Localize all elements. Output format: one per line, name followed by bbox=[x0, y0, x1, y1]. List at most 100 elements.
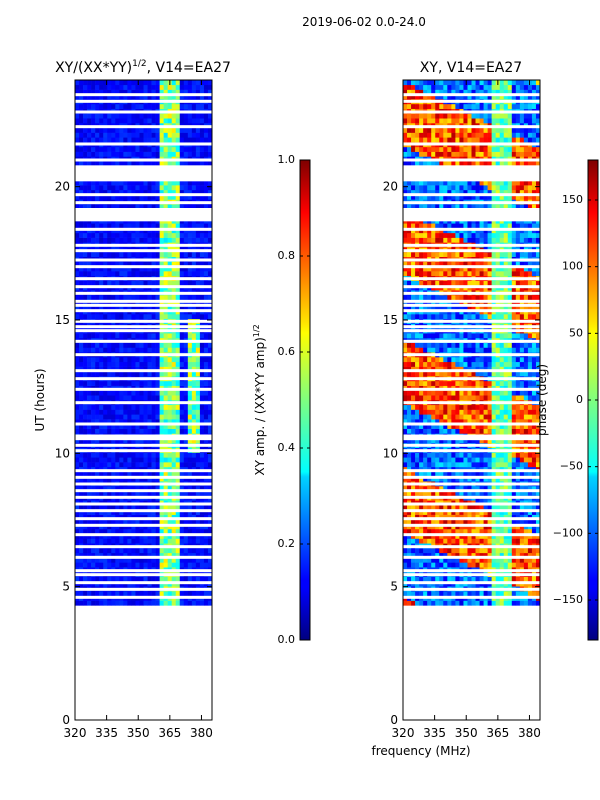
amplitude-heatmap-cell bbox=[107, 294, 112, 300]
amplitude-heatmap-cell bbox=[183, 557, 189, 563]
amplitude-heatmap-cell bbox=[127, 261, 132, 267]
amplitude-heatmap-cell bbox=[159, 194, 164, 200]
amplitude-flagged-gap bbox=[75, 377, 212, 381]
amplitude-heatmap-cell bbox=[171, 485, 177, 492]
amplitude-heatmap-cell bbox=[115, 462, 120, 468]
phase-heatmap-cell bbox=[475, 576, 480, 582]
amplitude-heatmap-cell bbox=[183, 314, 189, 320]
amplitude-heatmap-cell bbox=[111, 600, 116, 606]
amplitude-heatmap-cell bbox=[103, 237, 108, 243]
phase-heatmap-cell bbox=[495, 528, 501, 534]
phase-heatmap-cell bbox=[415, 562, 420, 568]
phase-heatmap-cell bbox=[447, 519, 452, 525]
amplitude-heatmap-cell bbox=[103, 414, 108, 420]
amplitude-heatmap-cell bbox=[195, 366, 201, 372]
amplitude-heatmap-cell bbox=[207, 404, 212, 410]
amplitude-heatmap-cell bbox=[207, 462, 212, 468]
amplitude-heatmap-cell bbox=[187, 409, 193, 415]
amplitude-heatmap bbox=[75, 80, 212, 606]
amplitude-heatmap-cell bbox=[107, 333, 112, 339]
amplitude-heatmap-cell bbox=[139, 103, 144, 109]
amplitude-heatmap-cell bbox=[195, 471, 201, 477]
amplitude-heatmap-cell bbox=[191, 103, 197, 109]
amplitude-heatmap-cell bbox=[207, 237, 212, 243]
amplitude-heatmap-cell bbox=[187, 419, 193, 425]
amplitude-heatmap-cell bbox=[107, 137, 112, 143]
phase-heatmap-cell bbox=[415, 519, 420, 525]
amplitude-heatmap-cell bbox=[79, 146, 84, 152]
amplitude-heatmap-cell bbox=[191, 423, 197, 429]
phase-heatmap-cell bbox=[411, 490, 416, 496]
phase-heatmap-cell bbox=[419, 519, 424, 525]
amplitude-heatmap-cell bbox=[143, 490, 148, 496]
phase-heatmap-cell bbox=[515, 591, 521, 597]
amplitude-heatmap-cell bbox=[99, 261, 104, 267]
amplitude-heatmap-cell bbox=[75, 261, 80, 267]
amplitude-heatmap-cell bbox=[139, 428, 144, 434]
phase-heatmap-cell bbox=[491, 562, 496, 568]
amplitude-heatmap-cell bbox=[91, 251, 96, 258]
amplitude-heatmap-cell bbox=[127, 361, 132, 367]
amplitude-heatmap-cell bbox=[199, 146, 205, 152]
amplitude-heatmap-cell bbox=[139, 294, 144, 300]
phase-heatmap-cell bbox=[523, 462, 529, 468]
amplitude-heatmap-cell bbox=[179, 189, 185, 195]
amplitude-heatmap-cell bbox=[91, 414, 96, 420]
phase-heatmap-cell bbox=[463, 519, 468, 525]
amplitude-heatmap-cell bbox=[131, 505, 136, 511]
amplitude-heatmap-cell bbox=[179, 271, 185, 277]
phase-heatmap-cell bbox=[431, 509, 436, 515]
amplitude-heatmap-cell bbox=[147, 251, 152, 258]
amplitude-heatmap-cell bbox=[87, 314, 92, 320]
amplitude-heatmap-cell bbox=[115, 576, 120, 582]
amplitude-heatmap-cell bbox=[135, 271, 140, 277]
phase-heatmap-cell bbox=[467, 509, 472, 515]
amplitude-heatmap-cell bbox=[159, 84, 164, 90]
amplitude-heatmap-cell bbox=[159, 471, 164, 477]
amplitude-heatmap-cell bbox=[147, 471, 152, 477]
amplitude-heatmap-cell bbox=[191, 194, 197, 200]
phase-heatmap-cell bbox=[415, 548, 420, 554]
phase-heatmap-cell bbox=[487, 509, 492, 515]
amplitude-heatmap-cell bbox=[95, 438, 100, 444]
amplitude-heatmap-cell bbox=[199, 519, 205, 525]
amplitude-heatmap-cell bbox=[207, 552, 212, 558]
amplitude-heatmap-cell bbox=[203, 576, 209, 582]
amplitude-heatmap-cell bbox=[103, 271, 108, 277]
amplitude-heatmap-cell bbox=[111, 528, 116, 534]
amplitude-heatmap-cell bbox=[175, 600, 181, 606]
amplitude-heatmap-cell bbox=[115, 423, 120, 429]
amplitude-heatmap-cell bbox=[203, 361, 209, 367]
amplitude-heatmap-cell bbox=[207, 557, 212, 563]
amplitude-flagged-gap bbox=[75, 285, 212, 289]
amplitude-heatmap-cell bbox=[175, 438, 181, 444]
amplitude-heatmap-cell bbox=[115, 490, 120, 496]
amplitude-heatmap-cell bbox=[175, 395, 181, 401]
phase-heatmap-cell bbox=[491, 505, 496, 511]
amplitude-heatmap-cell bbox=[119, 462, 124, 468]
amplitude-heatmap-cell bbox=[167, 89, 173, 95]
phase-heatmap-cell bbox=[483, 457, 488, 463]
amplitude-heatmap-cell bbox=[131, 390, 136, 396]
amplitude-heatmap-cell bbox=[143, 132, 148, 138]
phase-heatmap-cell bbox=[435, 509, 440, 515]
amplitude-heatmap-cell bbox=[83, 185, 88, 191]
amplitude-heatmap-cell bbox=[163, 251, 168, 258]
amplitude-heatmap-cell bbox=[183, 94, 189, 100]
amplitude-heatmap-cell bbox=[91, 471, 96, 477]
amplitude-heatmap-cell bbox=[163, 366, 168, 372]
amplitude-heatmap-cell bbox=[79, 509, 84, 515]
amplitude-heatmap-cell bbox=[171, 185, 177, 191]
phase-heatmap-cell bbox=[483, 538, 488, 544]
amplitude-heatmap-cell bbox=[139, 476, 144, 482]
phase-heatmap-cell bbox=[535, 505, 540, 511]
amplitude-heatmap-cell bbox=[107, 438, 112, 444]
amplitude-heatmap-cell bbox=[203, 423, 209, 429]
amplitude-heatmap-cell bbox=[179, 462, 185, 468]
amplitude-heatmap-cell bbox=[191, 438, 197, 444]
amplitude-heatmap-cell bbox=[111, 180, 116, 186]
phase-heatmap-cell bbox=[495, 490, 501, 496]
amplitude-heatmap-cell bbox=[183, 127, 189, 133]
amplitude-heatmap-cell bbox=[99, 342, 104, 348]
amplitude-heatmap-cell bbox=[207, 505, 212, 511]
